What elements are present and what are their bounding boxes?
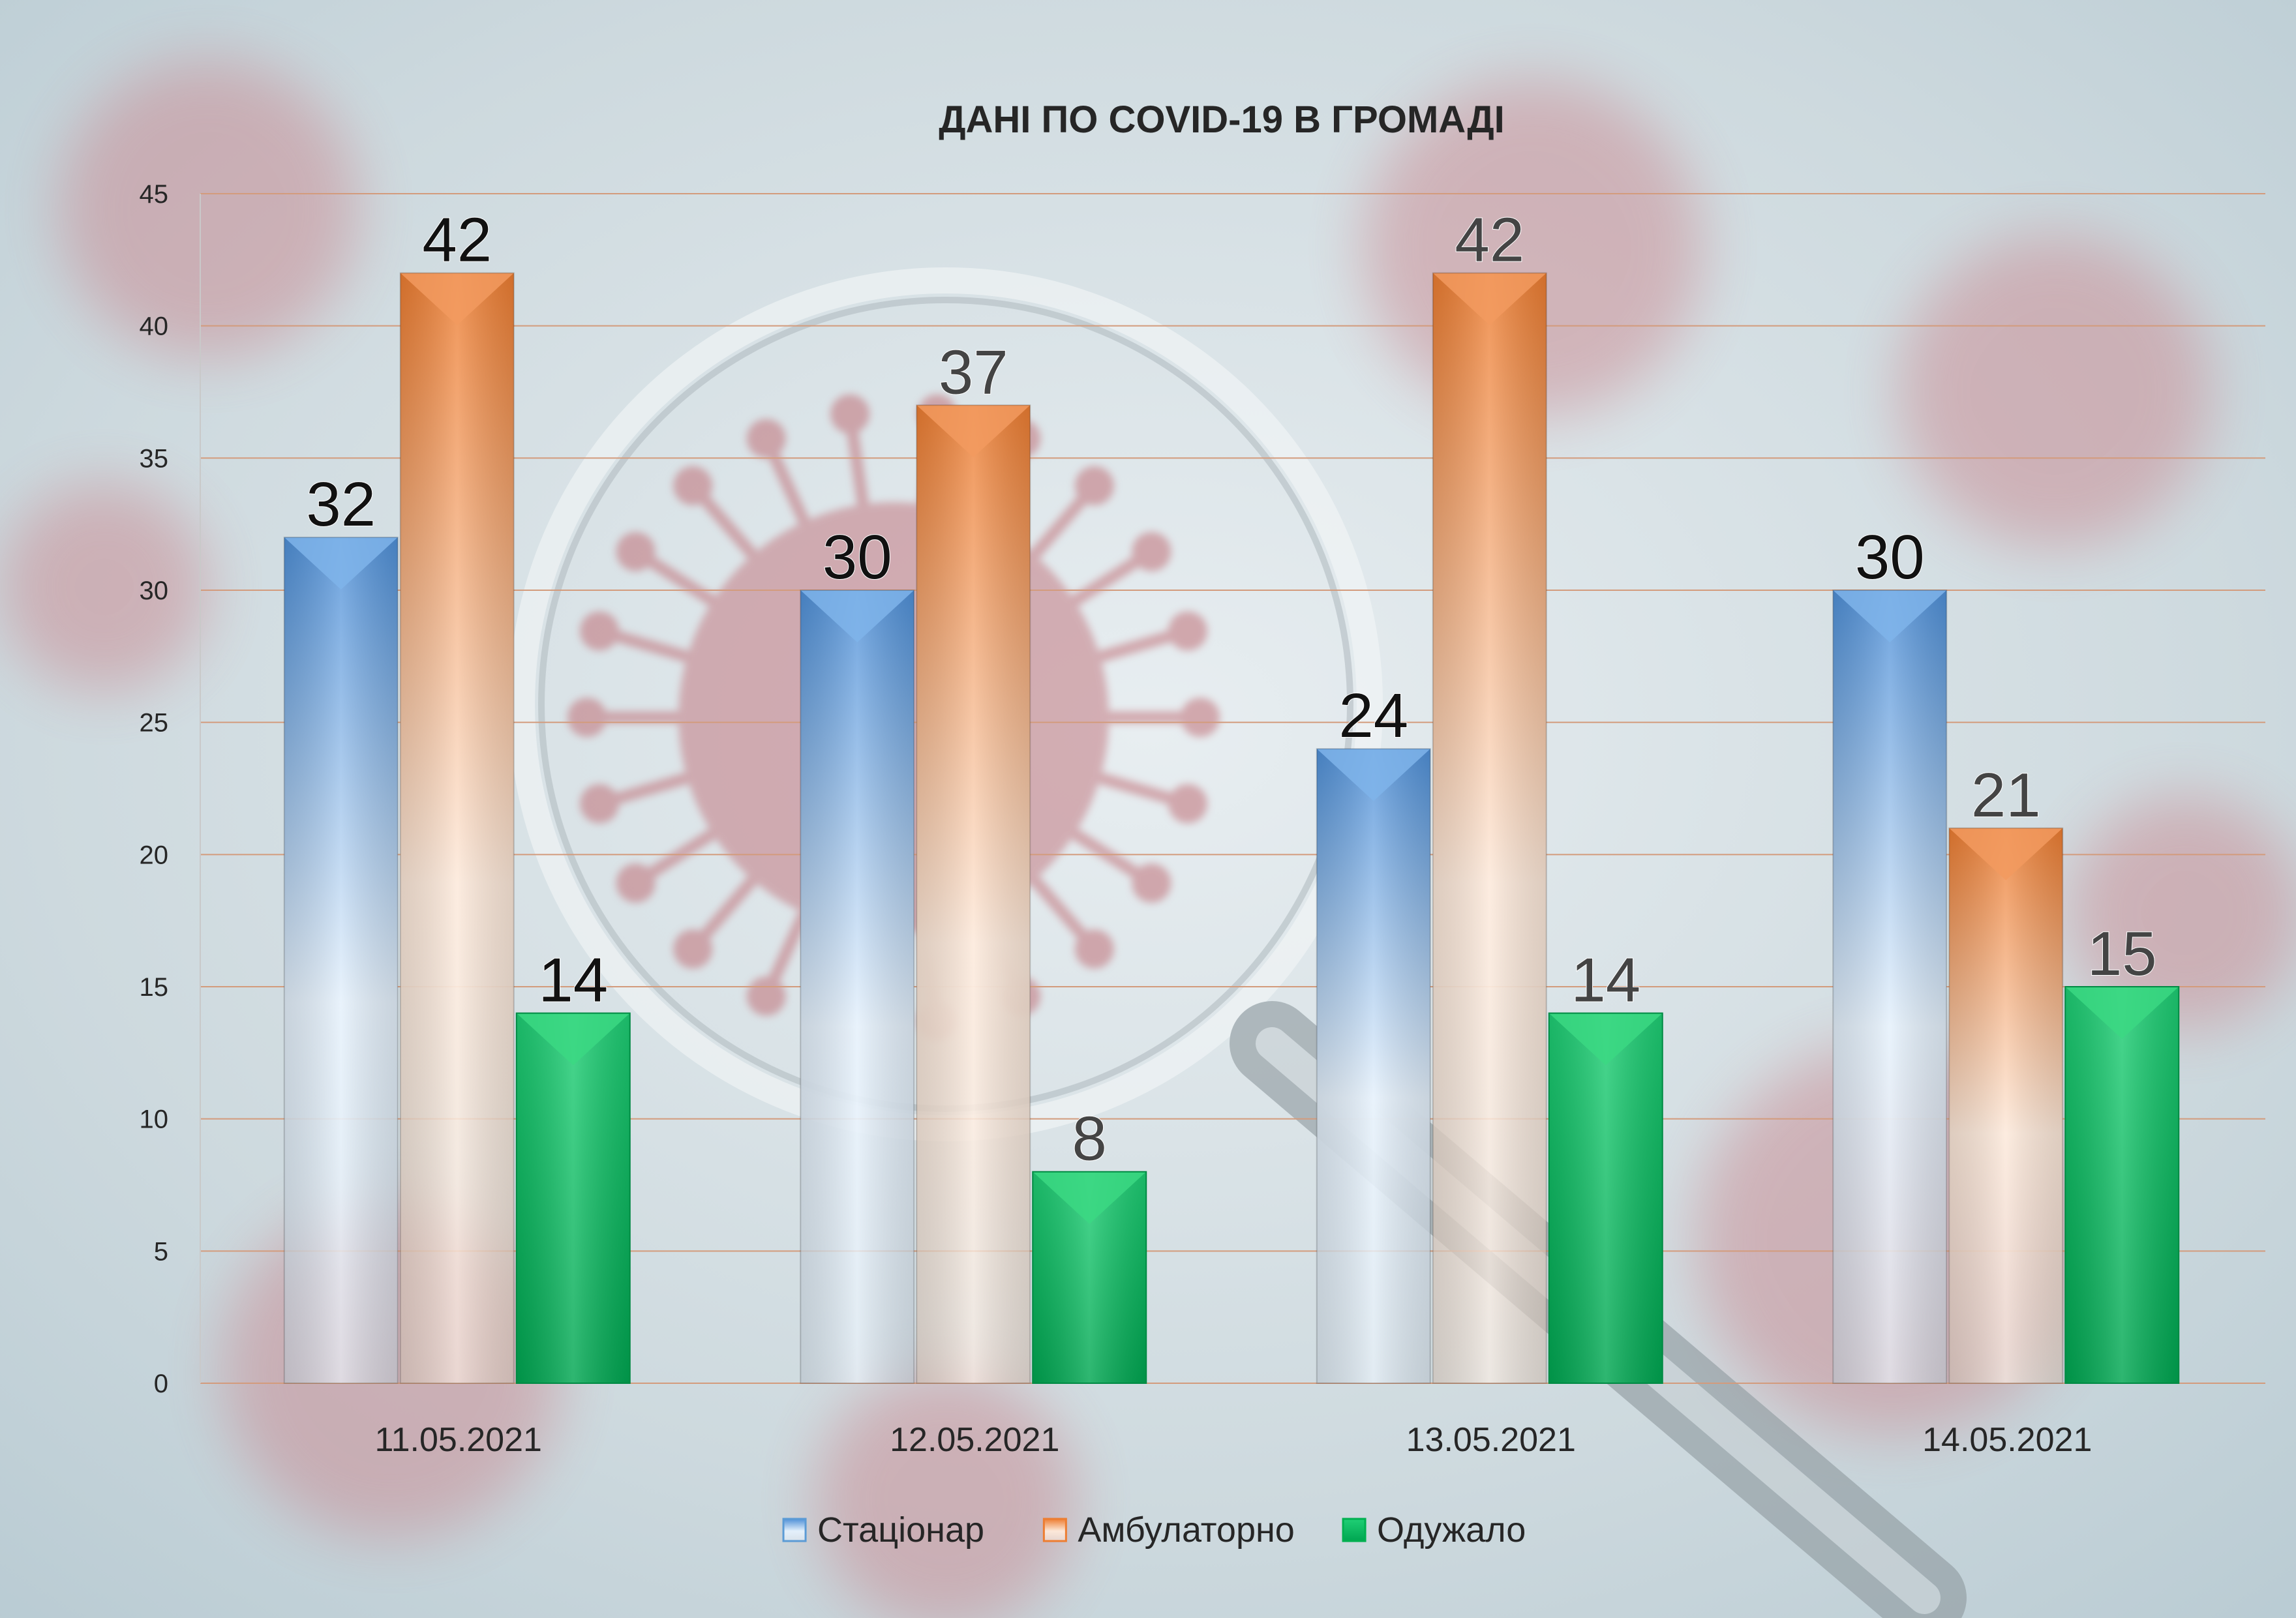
data-label: 14 xyxy=(538,946,608,1015)
bar-outline xyxy=(1316,748,1431,1384)
y-tick-label: 45 xyxy=(140,180,169,209)
legend-label: Амбулаторно xyxy=(1078,1510,1295,1550)
data-label: 21 xyxy=(1971,760,2041,830)
y-tick-label: 0 xyxy=(154,1370,168,1398)
bar-cap xyxy=(1432,273,1547,325)
legend-swatch xyxy=(1342,1518,1367,1542)
bar-highlight xyxy=(2065,987,2179,1383)
bar-highlight xyxy=(1316,749,1430,1383)
data-label: 8 xyxy=(1072,1104,1107,1174)
bar-outline xyxy=(1832,590,1948,1384)
x-tick-label: 12.05.2021 xyxy=(890,1421,1059,1459)
bar-outline xyxy=(1032,1171,1147,1384)
legend-item: Стаціонар xyxy=(782,1510,984,1550)
bar-cap xyxy=(800,590,914,642)
bar-highlight xyxy=(1833,590,1947,1383)
bar-cap xyxy=(1833,590,1947,642)
y-tick-label: 25 xyxy=(140,709,169,738)
bar-cap xyxy=(1548,1013,1663,1066)
y-tick-label: 30 xyxy=(140,577,169,605)
background-blob xyxy=(1898,235,2211,548)
y-tick-label: 40 xyxy=(140,312,169,341)
y-tick-label: 5 xyxy=(154,1237,168,1266)
bar-outline xyxy=(800,590,915,1384)
legend-swatch xyxy=(782,1518,807,1542)
data-label: 32 xyxy=(306,470,376,539)
data-label: 42 xyxy=(422,205,492,275)
legend-label: Одужало xyxy=(1377,1510,1526,1550)
bar-cap xyxy=(2065,987,2179,1039)
bar-cap xyxy=(284,537,398,590)
bars-layer xyxy=(283,272,2180,1385)
bar-cap xyxy=(516,1013,630,1066)
bar-highlight xyxy=(800,590,914,1383)
chart-title: ДАНІ ПО COVID-19 В ГРОМАДІ xyxy=(939,98,1505,141)
bar-outline xyxy=(399,272,515,1385)
data-label: 37 xyxy=(939,337,1008,407)
data-label: 14 xyxy=(1571,946,1640,1015)
bar-outline xyxy=(2064,986,2180,1384)
data-label: 24 xyxy=(1338,681,1408,751)
data-label: 42 xyxy=(1455,205,1524,275)
data-label: 30 xyxy=(1855,522,1925,592)
y-tick-label: 35 xyxy=(140,444,169,473)
legend-item: Амбулаторно xyxy=(1042,1510,1295,1550)
bar-highlight xyxy=(516,1013,630,1383)
bar-cap xyxy=(1033,1171,1147,1224)
data-label: 30 xyxy=(823,522,892,592)
x-tick-label: 14.05.2021 xyxy=(1922,1421,2092,1459)
y-tick-label: 20 xyxy=(140,841,169,869)
y-tick-label: 15 xyxy=(140,973,169,1002)
background-blob xyxy=(815,1370,1076,1618)
bar-highlight xyxy=(1949,828,2063,1383)
labels-layer: 32 42 14 30 37 8 24 42 14 30 21 15 xyxy=(305,205,2157,1175)
bar-highlight xyxy=(1548,1013,1663,1383)
bar-outline xyxy=(1432,272,1547,1385)
bar-outline xyxy=(916,404,1031,1384)
x-tick-label: 13.05.2021 xyxy=(1406,1421,1576,1459)
bar-cap xyxy=(1949,828,2063,880)
bar-outline xyxy=(1948,827,2064,1385)
y-tick-label: 10 xyxy=(140,1105,169,1134)
bar-highlight xyxy=(400,273,514,1384)
bar-highlight xyxy=(284,537,398,1383)
axis-layer: 0 5 10 15 20 25 30 35 40 45 11.05.2021 12.05.2021 13… xyxy=(140,180,2092,1459)
bar-highlight xyxy=(916,405,1031,1384)
legend-item: Одужало xyxy=(1342,1510,1526,1550)
background-blob xyxy=(0,483,209,691)
bar-highlight xyxy=(1432,273,1547,1384)
background-blob xyxy=(59,59,359,359)
bar-cap xyxy=(400,273,514,325)
x-tick-label: 11.05.2021 xyxy=(375,1421,542,1459)
bar-outline xyxy=(283,536,399,1384)
bar-outline xyxy=(1548,1012,1663,1384)
bar-cap xyxy=(916,405,1031,458)
bar-outline xyxy=(515,1012,631,1384)
legend: Стаціонар Амбулаторно Одужало xyxy=(782,1510,1526,1550)
data-label: 15 xyxy=(2087,919,2157,989)
legend-label: Стаціонар xyxy=(817,1510,984,1550)
legend-swatch xyxy=(1042,1518,1067,1542)
bar-cap xyxy=(1316,749,1430,802)
